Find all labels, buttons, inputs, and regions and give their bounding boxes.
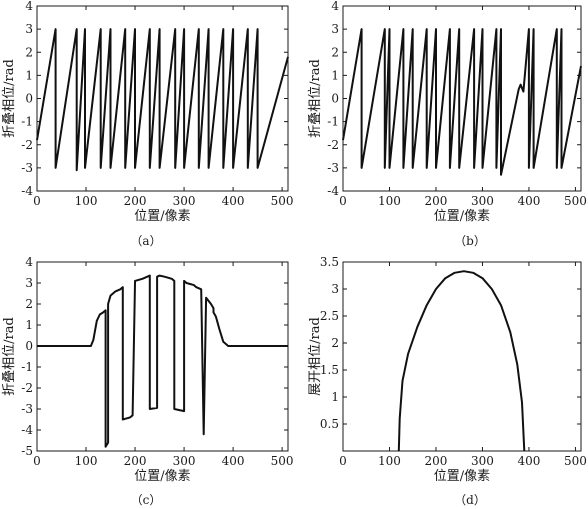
x-tick-label: 0 [339,454,347,468]
y-tick-label: -2 [21,381,33,395]
panel-c: 0 100 200 300 400 500 -5 -4 -3 -2 -1 0 1 2 3 4 位置/像素 折叠相位… [2,255,294,507]
y-tick-label: 3.5 [320,255,339,269]
x-tick-label: 300 [471,454,494,468]
y-tick-label: 0 [331,92,339,106]
x-tick-label: 200 [124,194,147,208]
y-axis-label: 折叠相位/rad [308,59,323,138]
panel-caption: （a） [130,234,161,248]
y-tick-label: 3 [25,22,33,36]
panel-caption: （b） [454,234,486,248]
x-tick-label: 400 [222,454,245,468]
x-axis-label: 位置/像素 [134,209,190,224]
x-axis-label: 位置/像素 [434,209,490,224]
x-tick-label: 0 [33,454,41,468]
y-tick-label: -2 [327,138,339,152]
x-tick-label: 300 [173,454,196,468]
x-tick-label: 500 [564,454,587,468]
y-tick-label: 3 [331,282,339,296]
y-tick-label: 0 [25,92,33,106]
x-tick-label: 100 [75,454,98,468]
x-tick-label: 300 [173,194,196,208]
y-tick-label: -4 [21,184,33,198]
x-tick-label: 0 [339,194,347,208]
y-tick-label: -2 [21,138,33,152]
y-tick-label: 2 [25,45,33,59]
x-tick-label: 200 [124,454,147,468]
plot-frame [36,5,289,192]
y-tick-label: 0 [25,339,33,353]
panel-caption: （c） [131,493,162,507]
y-tick-label: 3 [331,22,339,36]
series-line [36,28,289,172]
x-tick-label: 200 [425,194,448,208]
series-line [37,274,288,448]
y-tick-label: -4 [327,184,339,198]
panel-caption: （d） [454,493,486,507]
plot-frame [36,261,289,452]
plot-frame [342,261,582,452]
panel-d: 0 100 200 300 400 500 0.5 1 1.5 2 2.5 3 3.5 位置/像素 展开相位… [308,255,587,507]
y-tick-label: 2 [331,336,339,350]
y-tick-label: -1 [21,115,33,129]
x-tick-label: 100 [75,194,98,208]
y-axis-label: 展开相位/rad [308,317,323,396]
y-tick-label: 2 [25,297,33,311]
y-tick-label: 1 [25,68,33,82]
x-tick-label: 400 [517,194,540,208]
y-tick-label: -3 [21,402,33,416]
y-tick-label: -3 [21,161,33,175]
series-line [342,28,582,176]
y-axis-label: 折叠相位/rad [2,317,17,396]
y-tick-label: -4 [21,423,33,437]
y-tick-label: -5 [21,444,33,458]
y-tick-label: 4 [25,0,33,13]
y-tick-label: 1 [331,390,339,404]
x-tick-label: 200 [425,454,448,468]
y-tick-label: 2 [331,45,339,59]
x-axis-label: 位置/像素 [434,469,490,484]
y-tick-label: 4 [25,255,33,269]
y-tick-label: 1 [331,68,339,82]
x-tick-label: 500 [271,194,294,208]
y-tick-label: -1 [327,115,339,129]
x-tick-label: 500 [271,454,294,468]
x-tick-label: 300 [471,194,494,208]
y-tick-label: 2.5 [320,309,339,323]
y-tick-label: 1 [25,318,33,332]
x-tick-label: 500 [564,194,587,208]
x-tick-label: 0 [33,194,41,208]
y-tick-label: -1 [21,360,33,374]
x-tick-label: 400 [222,194,245,208]
y-tick-label: -3 [327,161,339,175]
x-tick-label: 100 [378,454,401,468]
x-tick-label: 400 [517,454,540,468]
y-tick-label: 1.5 [320,363,339,377]
panel-b: 0 100 200 300 400 500 -4 -3 -2 -1 0 1 2 3 4 位置/像素 折叠相位/r… [308,0,587,248]
panel-a: 0 100 200 300 400 500 -4 -3 -2 -1 0 1 2 3 4 位置/像素 折叠相位/r… [2,0,294,248]
series-line [397,270,526,452]
x-axis-label: 位置/像素 [134,469,190,484]
x-tick-label: 100 [378,194,401,208]
y-tick-label: 4 [331,0,339,13]
y-tick-label: 0.5 [320,417,339,431]
y-axis-label: 折叠相位/rad [2,59,17,138]
y-tick-label: 3 [25,276,33,290]
